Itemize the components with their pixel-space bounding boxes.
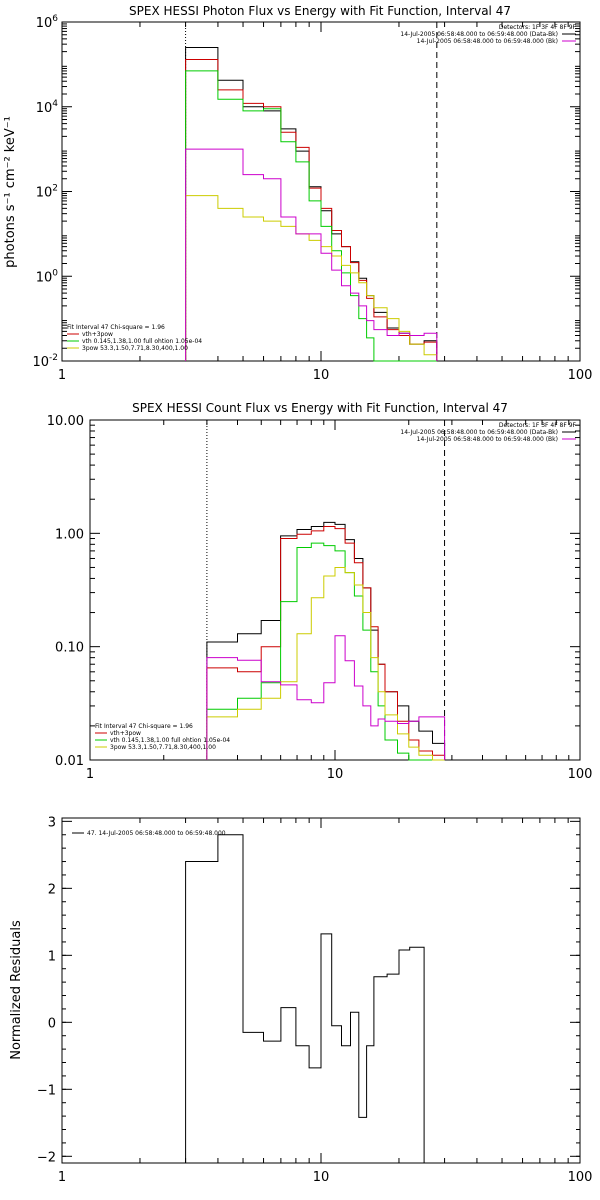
- y-tick-label: −1: [37, 1083, 56, 1098]
- fit-legend-header: Fit Interval 47 Chi-square = 1.96: [67, 324, 165, 331]
- series-line-data-bk: [185, 47, 438, 361]
- fit-legend-item: 3pow 53.3,1.50,7.71,8.30,400,1.00: [82, 345, 188, 352]
- y-tick-label: 1.00: [55, 527, 84, 542]
- y-axis-label: photons s⁻¹ cm⁻² keV⁻¹: [3, 116, 18, 268]
- x-tick-label: 100: [568, 1170, 593, 1185]
- header-text: 14-Jul-2005 06:58:48.000 to 06:59:48.000…: [400, 429, 558, 436]
- series-line-bk: [185, 148, 438, 361]
- series-line-3pow: [185, 195, 438, 361]
- header-text: Detectors: 1F 3F 4F 8F 9F: [499, 24, 577, 31]
- series-line-vth-3pow: [185, 59, 438, 361]
- y-tick-label: 104: [36, 99, 59, 116]
- y-tick-label: 3: [48, 815, 56, 830]
- x-tick-label: 10: [327, 767, 344, 782]
- fit-legend-item: vth 0.145,1.38,1.00 full ohtion 1.05e-04: [110, 737, 230, 744]
- y-axis-label: Normalized Residuals: [9, 920, 24, 1060]
- photon-flux-panel: SPEX HESSI Photon Flux vs Energy with Fi…: [3, 4, 592, 383]
- y-tick-label: 0.10: [55, 641, 84, 656]
- chart-title: SPEX HESSI Count Flux vs Energy with Fit…: [132, 401, 508, 415]
- series-line-3pow: [206, 567, 445, 761]
- header-text: 14-Jul-2005 06:58:48.000 to 06:59:48.000…: [417, 436, 558, 443]
- y-tick-label: 0: [48, 1016, 56, 1031]
- fit-legend-item: vth+3pow: [82, 331, 113, 338]
- chart-title: SPEX HESSI Photon Flux vs Energy with Fi…: [129, 4, 511, 18]
- series-line-bk: [206, 635, 446, 760]
- x-tick-label: 100: [568, 767, 593, 782]
- header-text: 14-Jul-2005 06:58:48.000 to 06:59:48.000…: [400, 31, 558, 38]
- fit-legend-item: 3pow 53.3,1.50,7.71,8.30,400,1.00: [110, 744, 216, 751]
- y-tick-label: 10.00: [47, 414, 84, 429]
- fit-legend-header: Fit Interval 47 Chi-square = 1.96: [95, 723, 193, 730]
- y-tick-label: 10-2: [32, 353, 58, 370]
- y-tick-label: −2: [37, 1150, 56, 1165]
- residuals-panel: Normalized Residuals 1 10 100 −2 −1 0 1 2 3 47. 1…: [9, 815, 592, 1185]
- header-text: Detectors: 1F 3F 4F 8F 9F: [499, 422, 577, 429]
- x-tick-label: 100: [568, 368, 593, 383]
- series-line-vth-3pow: [206, 526, 446, 760]
- fit-legend-item: vth+3pow: [110, 730, 141, 737]
- x-tick-label: 10: [313, 1170, 330, 1185]
- y-tick-label: 106: [36, 14, 59, 31]
- legend-entry: 47. 14-Jul-2005 06:58:48.000 to 06:59:48…: [87, 830, 226, 837]
- series-line-vth: [185, 70, 437, 362]
- x-tick-label: 10: [313, 368, 330, 383]
- x-tick-label: 1: [58, 368, 66, 383]
- x-tick-label: 1: [86, 767, 94, 782]
- count-flux-panel: SPEX HESSI Count Flux vs Energy with Fit…: [47, 401, 593, 782]
- fit-legend-item: vth 0.145,1.38,1.00 full ohtion 1.05e-04: [82, 338, 202, 345]
- y-tick-label: 1: [48, 949, 56, 964]
- y-tick-label: 102: [36, 184, 58, 201]
- x-tick-label: 1: [58, 1170, 66, 1185]
- y-tick-label: 100: [36, 268, 59, 285]
- y-tick-label: 2: [48, 882, 56, 897]
- header-text: 14-Jul-2005 06:58:48.000 to 06:59:48.000…: [417, 38, 558, 45]
- series-line-47-14-jul-2005-06-58-48-000-to-06-59-48-000: [185, 834, 437, 1164]
- y-tick-label: 0.01: [55, 754, 84, 769]
- plot-frame: [89, 419, 581, 761]
